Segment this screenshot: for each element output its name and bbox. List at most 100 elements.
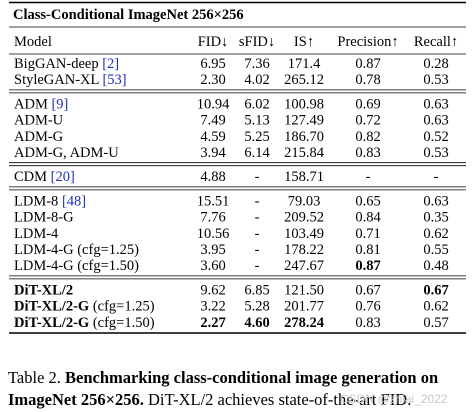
metric-cell: 0.63	[423, 113, 448, 129]
metric-cell: 0.48	[423, 258, 448, 274]
metric-cell: 9.62	[200, 282, 225, 298]
metric-cell: 10.94	[197, 96, 230, 112]
metric-cell: 5.28	[244, 299, 269, 315]
model-name: BigGAN-deep [2]	[14, 56, 119, 72]
column-header: Precision↑	[337, 34, 398, 50]
caption-prefix: Table 2.	[8, 368, 65, 387]
metric-cell: -	[255, 258, 260, 274]
metric-cell: 0.63	[423, 193, 448, 209]
model-label: LDM-8	[14, 193, 58, 209]
metric-cell: 0.72	[355, 113, 380, 129]
metric-cell: 0.83	[355, 315, 380, 331]
metric-cell: 4.59	[200, 129, 225, 145]
model-label: LDM-8-G	[14, 210, 74, 226]
model-label: DiT-XL/2	[14, 282, 73, 298]
metric-cell: 0.57	[423, 315, 448, 331]
metric-cell: 0.35	[423, 210, 448, 226]
model-label: CDM	[14, 169, 47, 185]
metric-cell: -	[255, 242, 260, 258]
metric-cell: 3.95	[200, 242, 225, 258]
metric-cell: 6.95	[200, 56, 225, 72]
model-name: ADM-G	[14, 129, 64, 145]
metric-cell: 4.02	[244, 72, 269, 88]
model-name: StyleGAN-XL [53]	[14, 72, 127, 88]
metric-cell: 0.53	[423, 145, 448, 161]
metric-cell: 3.94	[200, 145, 226, 161]
metric-cell: 0.53	[423, 72, 448, 88]
metric-cell: 0.52	[423, 129, 448, 145]
metric-cell: 4.88	[200, 169, 225, 185]
citation-link[interactable]: [2]	[99, 56, 120, 72]
metric-cell: 178.22	[284, 242, 324, 258]
metric-cell: 79.03	[288, 193, 321, 209]
metric-cell: -	[255, 210, 260, 226]
column-header: sFID↓	[239, 34, 275, 50]
model-label: StyleGAN-XL	[14, 72, 99, 88]
metric-cell: 0.55	[423, 242, 448, 258]
metric-cell: 0.65	[355, 193, 380, 209]
metric-cell: -	[255, 193, 260, 209]
metric-cell: 6.02	[244, 96, 269, 112]
table-title: Class-Conditional ImageNet 256×256	[13, 7, 244, 23]
metric-cell: 0.82	[355, 129, 380, 145]
citation-link[interactable]: [9]	[48, 96, 69, 112]
metric-cell: 186.70	[284, 129, 324, 145]
metric-cell: 6.14	[244, 145, 270, 161]
metric-cell: -	[366, 169, 371, 185]
metric-cell: 201.77	[284, 299, 324, 315]
citation-link[interactable]: [53]	[99, 72, 127, 88]
model-label: LDM-4	[14, 226, 59, 242]
model-name: DiT-XL/2	[14, 282, 73, 298]
citation-link[interactable]: [20]	[47, 169, 75, 185]
column-header: IS↑	[294, 34, 314, 50]
model-name: LDM-8 [48]	[14, 193, 86, 209]
metric-cell: 0.84	[355, 210, 381, 226]
metric-cell: 171.4	[288, 56, 321, 72]
column-header: FID↓	[198, 34, 229, 50]
model-name: ADM-G, ADM-U	[14, 145, 119, 161]
metric-cell: 2.27	[200, 315, 225, 331]
metric-cell: 103.49	[284, 226, 324, 242]
metric-cell: 158.71	[284, 169, 324, 185]
metric-cell: 127.49	[284, 113, 324, 129]
metric-cell: -	[255, 226, 260, 242]
model-label: LDM-4-G (cfg=1.50)	[14, 258, 139, 274]
metric-cell: 0.62	[423, 299, 448, 315]
watermark: CSDN @zhiai_2022	[340, 392, 448, 406]
metric-cell: 0.83	[355, 145, 380, 161]
metric-cell: 15.51	[197, 193, 230, 209]
model-name: ADM [9]	[14, 96, 68, 112]
model-name: ADM-U	[14, 113, 64, 129]
model-name: LDM-4-G (cfg=1.25)	[14, 242, 139, 258]
column-header: Model	[14, 34, 52, 50]
model-name: DiT-XL/2-G (cfg=1.50)	[14, 315, 155, 331]
model-label: ADM-G, ADM-U	[14, 145, 119, 161]
metric-cell: 5.25	[244, 129, 269, 145]
metric-cell: 7.76	[200, 210, 225, 226]
metric-cell: 3.22	[200, 299, 225, 315]
metric-cell: 247.67	[284, 258, 324, 274]
model-label: ADM-G	[14, 129, 64, 145]
metric-cell: 6.85	[244, 282, 269, 298]
metric-cell: 215.84	[284, 145, 325, 161]
metric-cell: 5.13	[244, 113, 269, 129]
citation-link[interactable]: [48]	[58, 193, 86, 209]
metric-cell: 7.49	[200, 113, 225, 129]
metric-cell: 0.71	[355, 226, 380, 242]
metric-cell: 0.76	[355, 299, 380, 315]
metric-cell: -	[434, 169, 439, 185]
model-name: LDM-4-G (cfg=1.50)	[14, 258, 139, 274]
model-label: DiT-XL/2-G	[14, 315, 89, 331]
metric-cell: 0.78	[355, 72, 380, 88]
model-label: ADM	[14, 96, 48, 112]
metric-cell: 3.60	[200, 258, 225, 274]
column-header: Recall↑	[414, 34, 458, 50]
metric-cell: 0.63	[423, 96, 448, 112]
model-label: ADM-U	[14, 113, 64, 129]
metric-cell: 0.69	[355, 96, 380, 112]
model-label: BigGAN-deep	[14, 56, 99, 72]
metric-cell: 0.28	[423, 56, 448, 72]
metric-cell: 265.12	[284, 72, 324, 88]
metric-cell: 7.36	[244, 56, 269, 72]
metric-cell: 0.67	[355, 282, 380, 298]
